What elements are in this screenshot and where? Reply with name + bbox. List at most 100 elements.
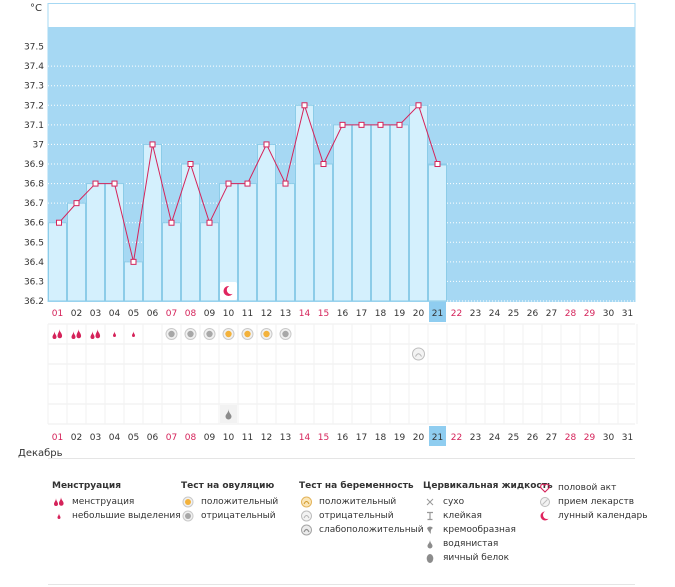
legend-item: кремообразная bbox=[423, 523, 553, 537]
divider-top bbox=[48, 458, 635, 459]
x-axis-bottom-labels: 01 02 03 04 05 06 07 08 09 10 11 12 13 14 15 16 17 18 19 20… bbox=[52, 426, 633, 446]
day-label: 28 bbox=[565, 433, 577, 443]
ovulation-negative-icon bbox=[168, 330, 175, 338]
legend-item-label: половой акт bbox=[558, 483, 617, 493]
y-tick-label: 36.2 bbox=[24, 297, 44, 307]
legend-item-label: отрицательный bbox=[201, 511, 276, 521]
temperature-point bbox=[301, 102, 308, 109]
y-tick-label: 37.5 bbox=[24, 43, 44, 53]
day-label: 26 bbox=[527, 433, 539, 443]
day-label: 27 bbox=[546, 433, 557, 443]
temperature-bar bbox=[48, 222, 67, 302]
day-label: 13 bbox=[280, 309, 291, 319]
legend-item-label: отрицательный bbox=[319, 511, 394, 521]
legend-ovulation: Тест на овуляцию положительный отрицател… bbox=[181, 481, 278, 523]
day-label: 30 bbox=[603, 433, 615, 443]
day-label: 18 bbox=[375, 433, 387, 443]
temperature-bar bbox=[352, 124, 371, 302]
lunar-marker bbox=[220, 282, 237, 300]
day-label: 22 bbox=[451, 433, 462, 443]
moon-icon-cut bbox=[226, 285, 236, 295]
drop-light-icon bbox=[52, 510, 66, 522]
temperature-point bbox=[434, 161, 441, 167]
legend-item: слабоположительный bbox=[299, 523, 424, 537]
creamy-icon bbox=[423, 524, 437, 536]
day-label: 16 bbox=[337, 309, 349, 319]
y-tick-label: 36.4 bbox=[24, 258, 44, 268]
x-axis-top-labels: 01 02 03 04 05 06 07 08 09 10 11 12 13 14 15 16 17 18 19 20… bbox=[52, 302, 633, 322]
drops-heavy-icon bbox=[52, 496, 66, 508]
legend-item-label: небольшие выделения bbox=[72, 511, 181, 521]
temperature-point bbox=[225, 180, 232, 187]
day-label: 06 bbox=[147, 433, 159, 443]
day-label: 12 bbox=[261, 433, 272, 443]
temperature-point bbox=[282, 180, 289, 187]
temperature-point bbox=[244, 180, 251, 187]
menstruation-heavy-icon bbox=[52, 329, 63, 339]
day-label: 11 bbox=[242, 433, 253, 443]
y-axis-ticks: 37.5 37.4 37.3 37.2 37.1 37 36.9 36.8 36.7 36.6 36… bbox=[24, 43, 44, 307]
legend-cervical-title: Цервикальная жидкость bbox=[423, 481, 553, 491]
day-label: 03 bbox=[90, 309, 101, 319]
day-label: 25 bbox=[508, 309, 519, 319]
legend-item: половой акт bbox=[538, 481, 648, 495]
pregnancy-weak-positive-icon bbox=[299, 524, 313, 536]
legend-item: яичный белок bbox=[423, 551, 553, 565]
day-label: 29 bbox=[584, 309, 596, 319]
day-label: 21 bbox=[432, 309, 443, 319]
day-label: 20 bbox=[413, 433, 425, 443]
temperature-point bbox=[111, 180, 118, 187]
heart-icon bbox=[538, 482, 552, 494]
day-label: 18 bbox=[375, 309, 387, 319]
ovulation-positive-icon bbox=[181, 496, 195, 508]
temperature-point bbox=[92, 180, 99, 187]
temperature-point bbox=[187, 161, 194, 167]
day-label: 10 bbox=[223, 309, 235, 319]
legend-pregnancy-title: Тест на беременность bbox=[299, 481, 414, 491]
day-label: 05 bbox=[128, 433, 139, 443]
ovulation-negative-icon bbox=[187, 330, 194, 338]
day-label: 31 bbox=[622, 433, 633, 443]
legend-item: клейкая bbox=[423, 509, 553, 523]
legend-item-label: слабоположительный bbox=[319, 525, 424, 535]
legend-item: сухо bbox=[423, 495, 553, 509]
temperature-point bbox=[73, 200, 80, 207]
y-tick-label: 37 bbox=[33, 140, 44, 150]
day-label: 16 bbox=[337, 433, 349, 443]
watery-icon bbox=[225, 409, 232, 420]
temperature-point bbox=[377, 121, 384, 128]
day-label: 25 bbox=[508, 433, 519, 443]
temperature-bar bbox=[295, 104, 314, 302]
pregnancy-negative-mark bbox=[415, 353, 422, 357]
day-label: 23 bbox=[470, 433, 481, 443]
day-label: 10 bbox=[223, 433, 235, 443]
legend-item-label: клейкая bbox=[443, 511, 482, 521]
day-label: 28 bbox=[565, 309, 577, 319]
menstruation-heavy-icon bbox=[71, 329, 82, 339]
temperature-point bbox=[168, 219, 175, 226]
day-label: 24 bbox=[489, 309, 501, 319]
temperature-bar bbox=[333, 124, 352, 302]
legend-menstruation-title: Менструация bbox=[52, 481, 121, 491]
day-label: 04 bbox=[109, 309, 121, 319]
legend-item-label: лунный календарь bbox=[558, 511, 648, 521]
day-label: 19 bbox=[394, 433, 406, 443]
temperature-bar bbox=[390, 124, 409, 302]
day-label: 14 bbox=[299, 433, 311, 443]
temperature-point bbox=[130, 258, 137, 265]
day-label: 09 bbox=[204, 309, 216, 319]
temperature-bar bbox=[238, 183, 257, 302]
y-tick-label: 37.4 bbox=[24, 62, 44, 72]
ovulation-positive-icon bbox=[244, 330, 251, 338]
unit-label: °C bbox=[30, 3, 42, 14]
legend-item-label: кремообразная bbox=[443, 525, 516, 535]
ovulation-positive-icon bbox=[225, 330, 232, 338]
day-label: 02 bbox=[71, 309, 82, 319]
day-label: 01 bbox=[52, 433, 63, 443]
symbol-marks bbox=[52, 328, 425, 423]
pill-icon bbox=[538, 496, 552, 508]
legend-item: отрицательный bbox=[181, 509, 278, 523]
pregnancy-negative-icon bbox=[299, 510, 313, 522]
y-tick-label: 36.7 bbox=[24, 199, 44, 209]
day-label: 01 bbox=[52, 309, 63, 319]
